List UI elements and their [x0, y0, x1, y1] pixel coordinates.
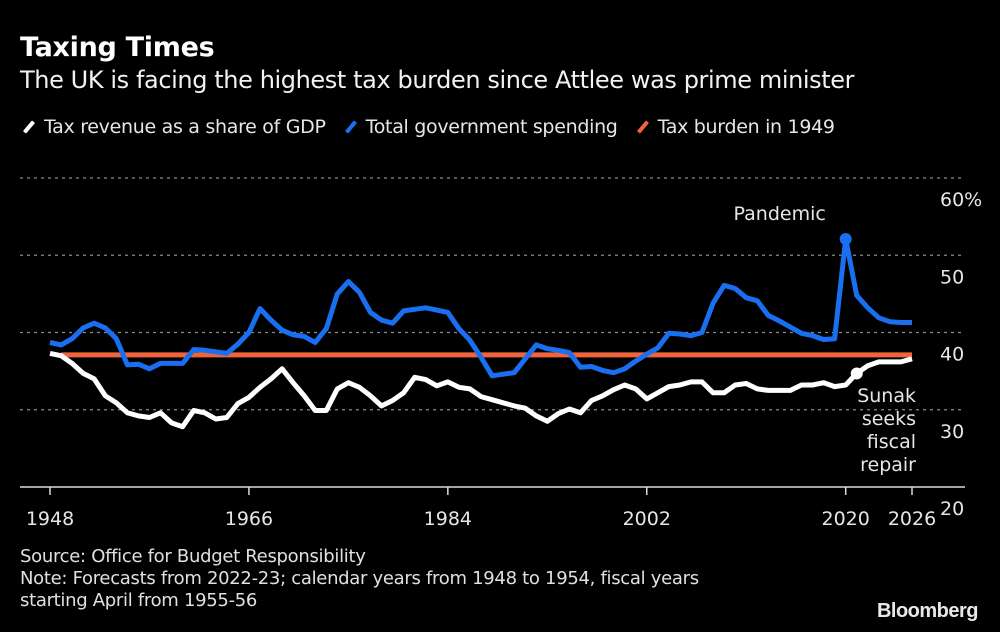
x-tick-label: 1984 — [424, 508, 472, 530]
legend-label: Total government spending — [365, 116, 618, 138]
y-tick-label: 40 — [940, 344, 964, 366]
footer: Source: Office for Budget Responsibility… — [20, 546, 699, 612]
y-tick-label: 30 — [940, 421, 964, 443]
legend-label: Tax revenue as a share of GDP — [44, 116, 326, 138]
legend-label: Tax burden in 1949 — [657, 116, 835, 138]
annotation-pandemic: Pandemic — [734, 203, 826, 225]
series-line-tax-revenue — [49, 350, 913, 430]
x-tick-label: 1966 — [225, 508, 273, 530]
chart-title: Taxing Times — [20, 32, 215, 63]
bloomberg-logo: Bloomberg — [876, 600, 979, 622]
annotation-sunak-line: repair — [860, 454, 916, 476]
footnote-line: starting April from 1955-56 — [20, 590, 258, 611]
series-line-government-spending — [49, 236, 912, 379]
footnote-line: Note: Forecasts from 2022-23; calendar y… — [20, 568, 699, 589]
legend-item-tax-revenue: Tax revenue as a share of GDP — [22, 116, 326, 138]
pandemic-marker — [839, 233, 852, 246]
chart-subtitle: The UK is facing the highest tax burden … — [20, 66, 855, 94]
annotation-sunak-line: seeks — [862, 408, 916, 430]
annotation-sunak-line: Sunak — [857, 385, 916, 407]
legend-item-spending: Total government spending — [344, 116, 618, 138]
x-tick-label: 2002 — [623, 508, 671, 530]
legend-item-1949-burden: Tax burden in 1949 — [636, 116, 835, 138]
sunak-marker — [850, 367, 863, 380]
y-tick-label: 20 — [940, 498, 964, 520]
legend: Tax revenue as a share of GDP Total gove… — [22, 116, 835, 138]
x-tick-label: 2026 — [888, 508, 936, 530]
x-tick-label: 1948 — [26, 508, 74, 530]
y-tick-label: 50 — [940, 266, 964, 288]
annotation-sunak-line: fiscal — [867, 431, 916, 453]
y-tick-label: 60% — [940, 189, 982, 211]
source-note: Source: Office for Budget Responsibility — [20, 546, 366, 567]
x-tick-label: 2020 — [822, 508, 870, 530]
